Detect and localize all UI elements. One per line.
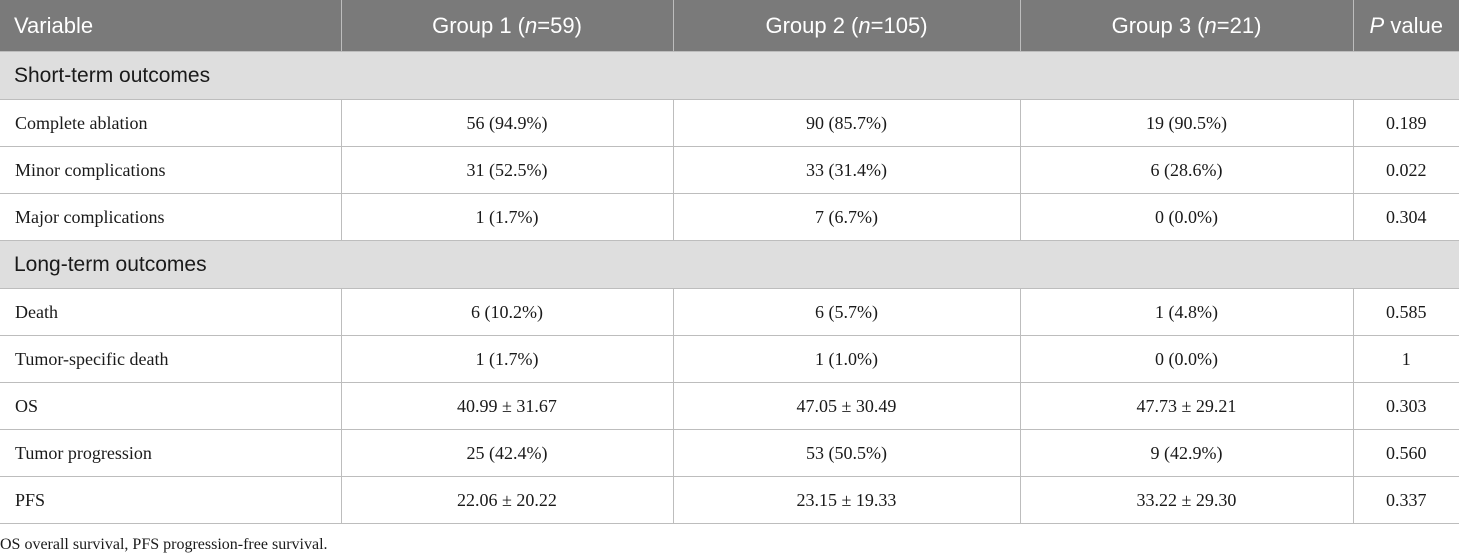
cell-group-2: 23.15 ± 19.33 (672, 476, 1021, 524)
cell-group-3: 19 (90.5%) (1019, 99, 1354, 147)
cell-group-3: 47.73 ± 29.21 (1019, 382, 1354, 430)
cell-p-value: 1 (1352, 335, 1459, 383)
table-row: Tumor-specific death 1 (1.7%) 1 (1.0%) 0… (0, 335, 1459, 383)
header-p-value: P value (1352, 0, 1459, 52)
table-row: Minor complications 31 (52.5%) 33 (31.4%… (0, 146, 1459, 194)
header-group-2: Group 2 (n=105) (672, 0, 1021, 52)
cell-p-value: 0.022 (1352, 146, 1459, 194)
header-group-2-prefix: Group 2 ( (765, 12, 859, 38)
cell-group-1: 1 (1.7%) (340, 193, 674, 241)
cell-group-3: 1 (4.8%) (1019, 288, 1354, 336)
header-group-3-suffix: =21) (1216, 12, 1262, 38)
section-title: Long-term outcomes (0, 240, 1459, 289)
cell-group-3: 6 (28.6%) (1019, 146, 1354, 194)
cell-group-2: 90 (85.7%) (672, 99, 1021, 147)
cell-group-2: 6 (5.7%) (672, 288, 1021, 336)
cell-group-1: 1 (1.7%) (340, 335, 674, 383)
table-row: OS 40.99 ± 31.67 47.05 ± 30.49 47.73 ± 2… (0, 382, 1459, 430)
cell-variable: PFS (0, 476, 342, 524)
table-body: Short-term outcomes Complete ablation 56… (0, 51, 1459, 524)
cell-group-2: 47.05 ± 30.49 (672, 382, 1021, 430)
table-row: Death 6 (10.2%) 6 (5.7%) 1 (4.8%) 0.585 (0, 288, 1459, 336)
table-header: Variable Group 1 (n=59) Group 2 (n=105) … (0, 0, 1459, 52)
cell-variable: Complete ablation (0, 99, 342, 147)
cell-p-value: 0.303 (1352, 382, 1459, 430)
cell-group-1: 31 (52.5%) (340, 146, 674, 194)
cell-variable: Death (0, 288, 342, 336)
table-row: Tumor progression 25 (42.4%) 53 (50.5%) … (0, 429, 1459, 477)
header-group-3-prefix: Group 3 ( (1111, 12, 1205, 38)
header-group-2-suffix: =105) (870, 12, 928, 38)
header-group-3: Group 3 (n=21) (1019, 0, 1354, 52)
header-p-suffix: value (1384, 12, 1443, 38)
cell-group-1: 25 (42.4%) (340, 429, 674, 477)
header-group-1-n: n (525, 12, 538, 38)
cell-group-3: 0 (0.0%) (1019, 335, 1354, 383)
header-group-1-prefix: Group 1 ( (432, 12, 526, 38)
section-title: Short-term outcomes (0, 51, 1459, 100)
cell-p-value: 0.585 (1352, 288, 1459, 336)
table-row: Major complications 1 (1.7%) 7 (6.7%) 0 … (0, 193, 1459, 241)
cell-p-value: 0.337 (1352, 476, 1459, 524)
cell-group-1: 22.06 ± 20.22 (340, 476, 674, 524)
table-footnote: OS overall survival, PFS progression-fre… (0, 536, 328, 553)
cell-group-2: 33 (31.4%) (672, 146, 1021, 194)
header-row: Variable Group 1 (n=59) Group 2 (n=105) … (0, 0, 1459, 52)
section-row-long-term: Long-term outcomes (0, 240, 1459, 289)
outcomes-table: Variable Group 1 (n=59) Group 2 (n=105) … (0, 0, 1459, 524)
cell-p-value: 0.560 (1352, 429, 1459, 477)
cell-variable: Minor complications (0, 146, 342, 194)
cell-variable: Major complications (0, 193, 342, 241)
cell-group-1: 56 (94.9%) (340, 99, 674, 147)
cell-group-2: 53 (50.5%) (672, 429, 1021, 477)
cell-group-3: 9 (42.9%) (1019, 429, 1354, 477)
cell-variable: Tumor progression (0, 429, 342, 477)
section-row-short-term: Short-term outcomes (0, 51, 1459, 100)
cell-group-1: 40.99 ± 31.67 (340, 382, 674, 430)
header-group-1-suffix: =59) (537, 12, 582, 38)
header-group-2-n: n (858, 12, 871, 38)
header-p-symbol: P (1369, 12, 1385, 38)
cell-group-3: 33.22 ± 29.30 (1019, 476, 1354, 524)
cell-p-value: 0.189 (1352, 99, 1459, 147)
table-row: Complete ablation 56 (94.9%) 90 (85.7%) … (0, 99, 1459, 147)
cell-variable: Tumor-specific death (0, 335, 342, 383)
header-group-1: Group 1 (n=59) (340, 0, 674, 52)
header-variable: Variable (0, 0, 342, 52)
cell-group-1: 6 (10.2%) (340, 288, 674, 336)
cell-group-2: 7 (6.7%) (672, 193, 1021, 241)
cell-group-3: 0 (0.0%) (1019, 193, 1354, 241)
cell-p-value: 0.304 (1352, 193, 1459, 241)
table-row: PFS 22.06 ± 20.22 23.15 ± 19.33 33.22 ± … (0, 476, 1459, 524)
cell-group-2: 1 (1.0%) (672, 335, 1021, 383)
header-group-3-n: n (1204, 12, 1217, 38)
cell-variable: OS (0, 382, 342, 430)
